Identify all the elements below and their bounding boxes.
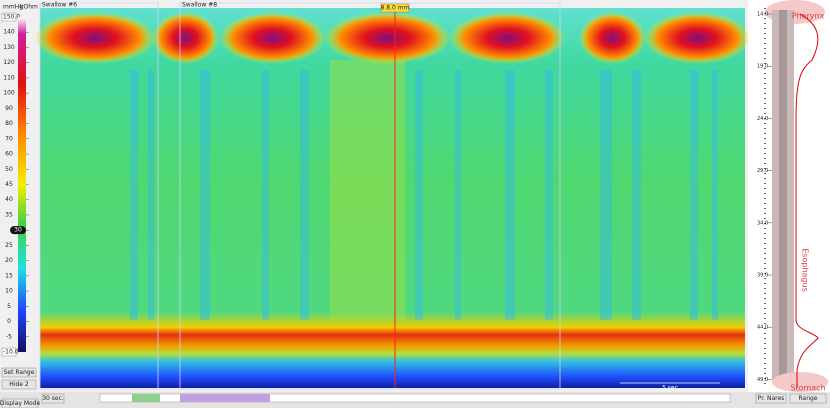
map-stripe [505,70,515,320]
map-stripe [712,70,718,320]
map-stripe [545,70,553,320]
position-label: 8.8.0 mm [381,5,410,12]
map-stripe [130,70,138,320]
button-label: Display Mode [0,400,40,407]
swallow-box[interactable] [179,2,561,390]
scale-tick-label: 10 [5,288,13,295]
swallow-label: Swallow #8 [182,2,217,9]
button-label: Hide 2 [9,381,29,388]
scale-tick-label: 110 [3,74,15,81]
scale-tick-label: 70 [5,135,13,142]
map-band [330,60,405,320]
button-label: Set Range [4,369,35,376]
scale-tick-label: 35 [5,211,13,218]
pressure-profile [795,13,819,388]
max-box[interactable] [1,12,17,22]
region-label: Esophagus [801,248,810,291]
unit-label: mmHg [3,4,23,11]
button-label: Range [798,395,817,402]
min-box[interactable] [1,347,17,357]
zoom-label: 30 sec. [42,395,64,402]
map-stripe [690,70,698,320]
scale-tick-label: 20 [5,257,13,264]
map-stripe [148,70,154,320]
scale-max: 150.0 [3,14,20,21]
scale-tick-label: 40 [5,196,13,203]
stomach-shape [772,372,828,392]
scale-tick-label: 130 [3,44,15,51]
region-label: Stomach [790,384,825,393]
depth-label: 24.0 [757,116,768,122]
depth-label: 39.0 [757,273,768,279]
map-stripe [262,70,269,320]
depth-label: 49.0 [757,377,768,383]
scale-tick-label: 90 [5,105,13,112]
map-blob [449,12,566,64]
map-stripe [455,70,461,320]
current-marker [10,226,26,235]
current-value: 30 [14,227,22,234]
scale-tick-label: 5 [7,303,11,310]
map-stripe [600,70,612,320]
map-blob [579,12,646,64]
scale-tick-label: 120 [3,59,15,66]
scale-tick-label: 140 [3,29,15,36]
scale-tick-label: 80 [5,120,13,127]
map-stripe [300,70,309,320]
timeline[interactable] [99,393,731,403]
map-stripe [632,70,641,320]
button[interactable] [1,367,37,378]
timeline-range[interactable] [132,394,160,402]
scale-min: -10.0 [3,349,19,356]
map-blob [152,12,219,64]
swallow-label: Swallow #6 [42,2,77,9]
scale-tick-label: 100 [3,90,15,97]
scale-tick-label: 15 [5,272,13,279]
button[interactable] [755,393,787,404]
scale-tick-label: -5 [6,333,12,340]
scale-bar-label: 5 sec [662,385,678,392]
scale-tick-label: 25 [5,242,13,249]
button-label: Pr. Nares [758,395,785,402]
depth-label: 14.0 [757,12,768,18]
button[interactable] [789,393,827,404]
depth-label: 19.0 [757,64,768,70]
depth-label: 44.0 [757,325,768,331]
region-label: Pharynx [792,12,825,21]
map-blob [324,12,451,64]
swallow-box[interactable] [39,2,159,390]
map-blob [219,12,326,64]
scale-tick-label: 50 [5,166,13,173]
position-box [380,3,410,13]
scale-tick-label: 45 [5,181,13,188]
map-blob [644,12,751,64]
button[interactable] [1,379,37,390]
scale-tick-label: 0 [7,318,11,325]
button[interactable] [1,398,39,408]
timeline-events[interactable] [180,394,270,402]
depth-label: 34.0 [757,220,768,226]
map-stripe [415,70,423,320]
color-bar [18,17,26,352]
unit-label: kOhm [20,4,38,11]
catheter [779,10,787,380]
scale-tick-label: 60 [5,151,13,158]
depth-label: 29.0 [757,168,768,174]
zoom-button[interactable] [41,393,65,404]
map-stripe [200,70,210,320]
map-blob [34,12,156,64]
